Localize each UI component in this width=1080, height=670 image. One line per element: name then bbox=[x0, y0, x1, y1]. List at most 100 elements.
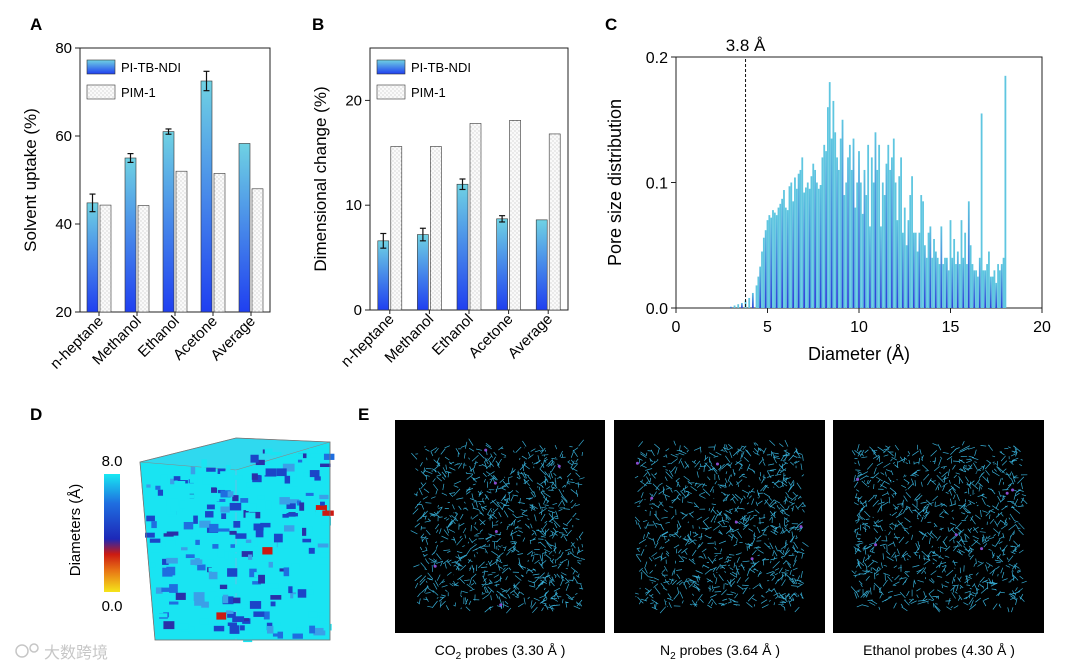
pore-voxel bbox=[265, 500, 272, 510]
pore-voxel bbox=[224, 551, 229, 560]
pore-voxel bbox=[213, 625, 225, 632]
pore-voxel bbox=[306, 497, 311, 502]
y-axis-label: Solvent uptake (%) bbox=[21, 108, 40, 252]
psd-bar bbox=[834, 132, 837, 308]
pore-voxel bbox=[279, 497, 290, 505]
psd-bar bbox=[858, 151, 860, 308]
psd-bar bbox=[978, 257, 981, 308]
psd-bar bbox=[942, 264, 945, 308]
pore-voxel bbox=[199, 618, 209, 625]
psd-bar bbox=[960, 220, 963, 308]
probe-network-1 bbox=[634, 439, 809, 614]
pore-voxel bbox=[267, 583, 279, 589]
pore-voxel bbox=[291, 563, 300, 567]
pore-voxel bbox=[151, 521, 157, 529]
psd-bar bbox=[923, 245, 926, 308]
pore-voxel bbox=[221, 513, 227, 520]
pore-voxel bbox=[227, 568, 238, 577]
psd-bar bbox=[902, 232, 904, 308]
pore-voxel bbox=[209, 523, 219, 533]
pore-voxel bbox=[229, 502, 242, 511]
psd-bar bbox=[938, 264, 941, 308]
pore-voxel bbox=[225, 610, 234, 614]
psd-bar bbox=[775, 215, 778, 308]
x-tick-label: 5 bbox=[763, 319, 772, 336]
psd-bar bbox=[927, 232, 930, 308]
bar-pim-1 bbox=[137, 205, 150, 313]
pore-voxel bbox=[220, 471, 227, 478]
psd-bar bbox=[766, 220, 769, 308]
psd-bar bbox=[947, 270, 950, 308]
colorbar-max-label: 8.0 bbox=[102, 453, 123, 470]
psd-bar bbox=[920, 195, 923, 308]
pore-voxel bbox=[157, 489, 164, 496]
psd-bar bbox=[805, 187, 807, 308]
pore-voxel bbox=[246, 503, 257, 512]
watermark-text: 大数跨境 bbox=[44, 643, 108, 662]
probe-dot bbox=[799, 525, 803, 529]
probe-dot bbox=[635, 461, 639, 465]
psd-bar bbox=[784, 207, 787, 308]
psd-bar bbox=[903, 207, 906, 308]
pore-voxel bbox=[201, 459, 207, 468]
psd-bar bbox=[854, 207, 857, 308]
bar-pi-tb-ndi bbox=[456, 183, 469, 311]
pore-voxel bbox=[255, 529, 264, 538]
bar-pi-tb-ndi bbox=[496, 218, 508, 311]
psd-bar bbox=[933, 238, 935, 308]
probe-network-0 bbox=[410, 438, 585, 614]
pore-voxel bbox=[233, 475, 243, 480]
pore-voxel bbox=[151, 549, 161, 553]
psd-bar bbox=[931, 257, 934, 308]
pore-voxel bbox=[226, 530, 233, 536]
probe-dot bbox=[750, 557, 754, 561]
pore-voxel bbox=[253, 611, 265, 617]
psd-bar bbox=[872, 182, 875, 308]
psd-bar bbox=[797, 173, 800, 308]
pore-voxel bbox=[315, 505, 327, 513]
psd-bar bbox=[929, 226, 932, 308]
pore-voxel bbox=[310, 453, 317, 458]
pore-voxel bbox=[245, 539, 252, 543]
psd-bar bbox=[733, 305, 736, 308]
psd-bar bbox=[980, 113, 983, 308]
probe-dot bbox=[433, 564, 437, 568]
pore-voxel bbox=[160, 474, 168, 484]
psd-bar bbox=[973, 270, 976, 308]
pore-voxel bbox=[197, 564, 206, 571]
pore-voxel bbox=[252, 581, 261, 585]
pore-voxel bbox=[226, 586, 233, 596]
pore-voxel bbox=[193, 592, 205, 601]
pore-voxel bbox=[262, 547, 273, 555]
psd-bar bbox=[876, 169, 879, 308]
psd-bar bbox=[819, 185, 822, 308]
psd-bar bbox=[936, 257, 939, 308]
bar-pim-1 bbox=[548, 133, 561, 311]
pore-voxel bbox=[240, 625, 245, 631]
caption-co2: CO2 probes (3.30 Å ) bbox=[435, 642, 566, 662]
pore-voxel bbox=[309, 625, 316, 634]
pore-voxel bbox=[252, 484, 262, 488]
psd-bar bbox=[883, 195, 886, 308]
pore-voxel bbox=[256, 466, 262, 472]
pore-voxel bbox=[208, 571, 218, 580]
probe-dot bbox=[1005, 491, 1009, 495]
psd-bar bbox=[874, 132, 877, 308]
pore-voxel bbox=[253, 523, 264, 531]
pore-voxel bbox=[309, 470, 320, 478]
y-axis-label: Pore size distribution bbox=[605, 99, 625, 266]
probe-dot bbox=[1011, 488, 1015, 492]
psd-bar bbox=[786, 210, 789, 308]
pore-voxel bbox=[170, 503, 180, 512]
pore-voxel bbox=[270, 601, 276, 607]
psd-bar bbox=[825, 151, 827, 308]
psd-bar bbox=[823, 144, 826, 308]
pore-voxel bbox=[229, 625, 240, 634]
y-tick-label: 60 bbox=[55, 128, 72, 145]
probe-networks bbox=[410, 438, 1028, 614]
psd-bar bbox=[913, 232, 915, 308]
bar-pi-tb-ndi bbox=[417, 234, 429, 311]
y-tick-label: 20 bbox=[345, 92, 362, 109]
pore-voxel bbox=[216, 484, 224, 488]
